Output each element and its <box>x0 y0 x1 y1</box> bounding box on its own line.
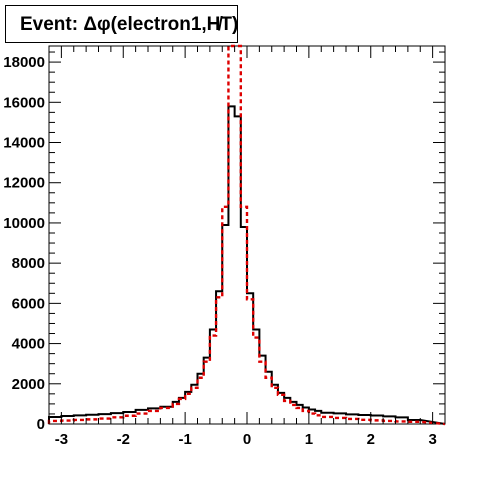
y-tick-label: 10000 <box>3 215 45 232</box>
x-tick-label: 1 <box>305 431 313 448</box>
y-tick-label: 18000 <box>3 54 45 71</box>
x-tick-label: 2 <box>367 431 375 448</box>
title-box: Event: Δφ(electron1,H̸T) <box>5 5 238 43</box>
histogram-series-1 <box>48 105 446 425</box>
axis-layer: 2000 4000 6000 8000 10000 12000 14000 16000 1800… <box>3 46 446 448</box>
series-layer <box>47 44 446 426</box>
x-tick-label: -2 <box>117 431 130 448</box>
y-tick-label: 8000 <box>12 255 45 272</box>
x-tick-label: -1 <box>178 431 191 448</box>
y-tick-label: 2000 <box>12 376 45 393</box>
y-tick-label: 14000 <box>3 135 45 152</box>
y-tick-label: 4000 <box>12 336 45 353</box>
histogram-series-2 <box>47 44 446 426</box>
y-tick-label: 6000 <box>12 295 45 312</box>
y-tick-label: 16000 <box>3 94 45 111</box>
x-tick-label: 3 <box>428 431 436 448</box>
y-tick-label: 12000 <box>3 175 45 192</box>
y-tick-label-zero: 0 <box>37 416 45 433</box>
chart-title: Event: Δφ(electron1,H̸T) <box>20 14 239 35</box>
x-tick-label: -3 <box>55 431 68 448</box>
x-tick-label: 0 <box>243 431 251 448</box>
